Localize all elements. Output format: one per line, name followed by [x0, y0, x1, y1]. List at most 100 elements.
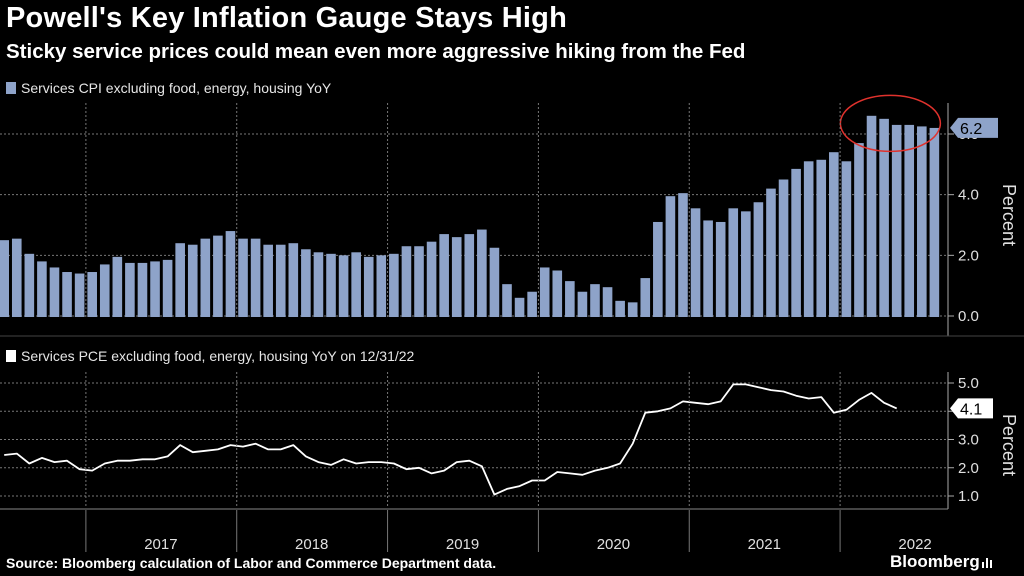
cpi-bar: [87, 272, 97, 317]
pce-last-value-label: 4.1: [960, 401, 982, 418]
cpi-bar: [866, 115, 877, 317]
cpi-bar: [125, 262, 135, 317]
cpi-bar: [678, 193, 688, 317]
cpi-bar: [904, 124, 915, 318]
cpi-bar: [37, 261, 47, 317]
x-tick-label: 2017: [144, 536, 177, 553]
legend-label-pce: Services PCE excluding food, energy, hou…: [21, 348, 415, 364]
cpi-bar: [829, 152, 839, 317]
cpi-bar: [627, 302, 638, 317]
cpi-bar: [74, 273, 85, 317]
bottom-y-tick-label: 1.0: [958, 488, 979, 505]
cpi-bar: [112, 256, 123, 317]
cpi-bar: [313, 252, 324, 317]
legend-services-pce: Services PCE excluding food, energy, hou…: [6, 348, 414, 364]
cpi-bar: [816, 159, 827, 317]
cpi-bar: [552, 270, 563, 317]
cpi-bar: [929, 127, 940, 317]
cpi-bar: [841, 161, 852, 317]
x-tick-label: 2019: [446, 536, 479, 553]
cpi-bar: [326, 253, 336, 317]
cpi-bar: [250, 238, 261, 317]
cpi-bar: [703, 220, 713, 317]
cpi-bar: [24, 253, 35, 317]
cpi-bar: [351, 252, 361, 317]
cpi-bar: [602, 287, 613, 317]
cpi-bar: [62, 272, 72, 317]
cpi-bar: [338, 255, 349, 317]
x-tick-label: 2018: [295, 536, 328, 553]
bottom-y-tick-label: 5.0: [958, 375, 979, 392]
top-ylabel: Percent: [999, 184, 1019, 246]
source-note: Source: Bloomberg calculation of Labor a…: [6, 555, 497, 571]
x-axis: 2017 2018 2019 2020 2021 2022: [0, 103, 1024, 553]
pce-series-line: [4, 383, 898, 496]
chart-subtitle: Sticky service prices could mean even mo…: [6, 40, 746, 63]
cpi-bar: [665, 196, 676, 317]
cpi-bar: [414, 246, 424, 317]
cpi-bar: [577, 291, 588, 317]
cpi-bar: [715, 221, 726, 317]
bloomberg-logo: Bloomberg: [890, 552, 992, 572]
cpi-bar: [879, 118, 889, 317]
cpi-bar: [891, 124, 902, 318]
cpi-bar: [778, 179, 789, 317]
cpi-bar: [653, 221, 663, 317]
legend-swatch-bars: [6, 82, 16, 94]
cpi-bar: [640, 278, 651, 317]
top-y-tick-label: 4.0: [958, 187, 979, 204]
pce-line-panel: 1.02.03.04.05.04.1: [0, 372, 993, 509]
bar-chart-icon: [981, 558, 992, 568]
cpi-bar: [263, 244, 273, 317]
cpi-bar: [854, 143, 864, 317]
cpi-bar: [477, 229, 487, 317]
cpi-bar-panel: 0.02.04.06.06.2: [0, 94, 998, 336]
cpi-bar: [539, 267, 550, 317]
pce-last-value-badge: [950, 398, 993, 419]
cpi-bar: [11, 238, 22, 317]
cpi-bar: [803, 161, 814, 317]
cpi-bar: [225, 231, 236, 317]
cpi-bar: [99, 264, 110, 317]
cpi-bar: [791, 168, 801, 317]
x-tick-label: 2021: [748, 536, 781, 553]
cpi-bar: [401, 246, 412, 317]
cpi-bar: [565, 281, 575, 317]
highlight-circle: [839, 94, 942, 153]
cpi-bar: [439, 234, 449, 317]
top-y-tick-label: 2.0: [958, 247, 979, 264]
cpi-bar: [275, 244, 286, 317]
x-tick-label: 2022: [898, 536, 931, 553]
cpi-bar: [615, 300, 625, 317]
cpi-bar: [288, 243, 299, 317]
top-y-tick-label: 0.0: [958, 308, 979, 325]
x-tick-label: 2020: [597, 536, 630, 553]
legend-services-cpi: Services CPI excluding food, energy, hou…: [6, 80, 331, 96]
cpi-bar: [590, 284, 600, 317]
cpi-bar: [389, 253, 399, 317]
cpi-last-value-label: 6.2: [960, 121, 982, 138]
cpi-bar: [376, 255, 387, 317]
cpi-bar: [489, 247, 500, 317]
cpi-bar: [137, 262, 148, 317]
cpi-bar: [766, 188, 776, 317]
cpi-bar: [527, 291, 537, 317]
cpi-last-value-badge: [950, 117, 998, 138]
cpi-bar: [514, 297, 525, 317]
cpi-bar: [917, 126, 927, 318]
legend-label-cpi: Services CPI excluding food, energy, hou…: [21, 80, 332, 96]
cpi-bar: [728, 208, 739, 317]
cpi-bar: [49, 267, 60, 317]
brand-name: Bloomberg: [890, 552, 980, 571]
chart-title: Powell's Key Inflation Gauge Stays High: [6, 2, 567, 34]
bottom-y-tick-label: 2.0: [958, 460, 979, 477]
cpi-bar: [175, 243, 185, 317]
cpi-bar: [426, 241, 437, 317]
cpi-bar: [301, 249, 311, 317]
bottom-y-tick-label: 3.0: [958, 432, 979, 449]
bottom-ylabel: Percent: [999, 414, 1019, 476]
cpi-bar: [690, 208, 701, 317]
cpi-bar: [0, 240, 10, 317]
cpi-bar: [187, 244, 198, 317]
